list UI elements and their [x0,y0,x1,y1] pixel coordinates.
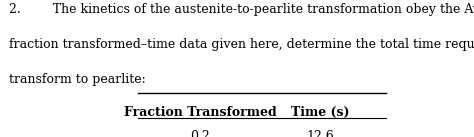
Text: transform to pearlite:: transform to pearlite: [9,72,146,85]
Text: Fraction Transformed: Fraction Transformed [124,106,277,119]
Text: 2.        The kinetics of the austenite-to-pearlite transformation obey the Avra: 2. The kinetics of the austenite-to-pear… [9,3,474,16]
Text: 12.6: 12.6 [306,130,334,137]
Text: fraction transformed–time data given here, determine the total time required for: fraction transformed–time data given her… [9,38,474,51]
Text: Time (s): Time (s) [291,106,349,119]
Text: 0.2: 0.2 [191,130,210,137]
